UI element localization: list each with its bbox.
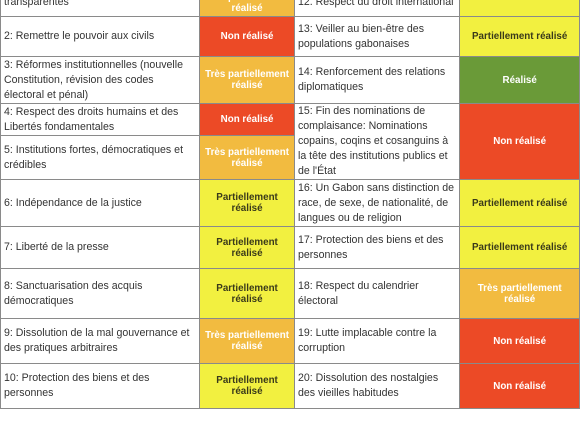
table-row: 9: Dissolution de la mal gouvernance et …	[0, 318, 580, 364]
status-badge: Non réalisé	[199, 103, 295, 136]
status-badge: Partiellement réalisé	[459, 226, 580, 269]
commitment-text: 2: Remettre le pouvoir aux civils	[0, 16, 201, 57]
status-badge: Non réalisé	[199, 16, 295, 57]
status-badge: Non réalisé	[459, 103, 580, 180]
table-row: 3: Réformes institutionnelles (nouvelle …	[0, 56, 580, 104]
table-row: 4: Respect des droits humains et des Lib…	[0, 103, 580, 180]
table-row: 7: Liberté de la presse Partiellement réa…	[0, 226, 580, 269]
table-row: 8: Sanctuarisation des acquis démocratiq…	[0, 268, 580, 319]
status-badge	[459, 0, 580, 17]
status-badge: Non réalisé	[459, 318, 580, 364]
status-badge: Partiellement réalisé	[199, 363, 295, 409]
commitment-text: 3: Réformes institutionnelles (nouvelle …	[0, 56, 201, 104]
status-badge: Très partiellement réalisé	[199, 318, 295, 364]
commitment-text: 13: Veiller au bien-être des populations…	[293, 16, 461, 57]
commitment-text: 12. Respect du droit international	[293, 0, 461, 17]
commitment-text: 5: Institutions fortes, démocratiques et…	[0, 135, 201, 180]
commitment-text: 10: Protection des biens et des personne…	[0, 363, 201, 409]
status-badge: Très partiellement réalisé	[199, 56, 295, 104]
status-badge: Partiellement réalisé	[459, 179, 580, 227]
table-row: 10: Protection des biens et des personne…	[0, 363, 580, 409]
table-row: transparentesTrès partiellement réalisé1…	[0, 0, 580, 17]
commitments-table: transparentesTrès partiellement réalisé1…	[0, 0, 580, 409]
commitment-text: 17: Protection des biens et des personne…	[293, 226, 461, 269]
table-row: 5: Institutions fortes, démocratiques et…	[0, 135, 580, 180]
commitment-text: 20: Dissolution des nostalgies des vieil…	[293, 363, 461, 409]
status-badge: Non réalisé	[459, 363, 580, 409]
status-badge: Très partiellement réalisé	[459, 268, 580, 319]
table-row: 6: Indépendance de la justice Partielleme…	[0, 179, 580, 227]
commitment-text: 7: Liberté de la presse	[0, 226, 201, 269]
status-badge: Très partiellement réalisé	[199, 135, 295, 180]
commitment-text: 8: Sanctuarisation des acquis démocratiq…	[0, 268, 201, 319]
table-row: 2: Remettre le pouvoir aux civils Non réa…	[0, 16, 580, 57]
commitment-text: 18: Respect du calendrier électoral	[293, 268, 461, 319]
commitment-text: 9: Dissolution de la mal gouvernance et …	[0, 318, 201, 364]
status-badge: Partiellement réalisé	[199, 226, 295, 269]
status-badge: Très partiellement réalisé	[199, 0, 295, 17]
status-badge: Partiellement réalisé	[459, 16, 580, 57]
commitment-text: 15: Fin des nominations de complaisance:…	[293, 103, 461, 180]
commitment-text: 19: Lutte implacable contre la corruptio…	[293, 318, 461, 364]
status-badge: Partiellement réalisé	[199, 179, 295, 227]
commitment-text: 4: Respect des droits humains et des Lib…	[0, 103, 201, 136]
commitment-text: transparentes	[0, 0, 201, 17]
status-badge: Réalisé	[459, 56, 580, 104]
table-body: transparentesTrès partiellement réalisé1…	[0, 0, 580, 409]
status-badge: Partiellement réalisé	[199, 268, 295, 319]
commitment-text: 14: Renforcement des relations diplomati…	[293, 56, 461, 104]
commitment-text: 16: Un Gabon sans distinction de race, d…	[293, 179, 461, 227]
commitment-text: 6: Indépendance de la justice	[0, 179, 201, 227]
